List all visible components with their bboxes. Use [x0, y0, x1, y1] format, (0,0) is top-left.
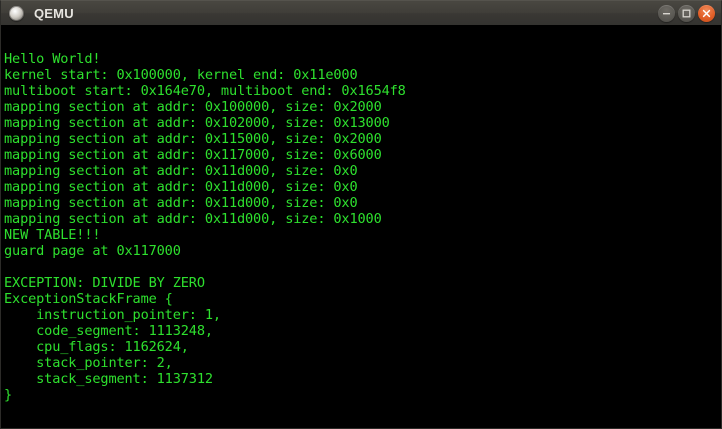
terminal-line: mapping section at addr: 0x11d000, size:… [4, 211, 382, 227]
window-title: QEMU [34, 5, 74, 21]
terminal-line: cpu_flags: 1162624, [4, 339, 189, 355]
terminal-line: NEW TABLE!!! [4, 227, 101, 243]
maximize-button[interactable] [678, 4, 695, 22]
terminal-line: Hello World! [4, 51, 101, 67]
terminal-line: mapping section at addr: 0x11d000, size:… [4, 163, 358, 179]
terminal-line: code_segment: 1113248, [4, 323, 213, 339]
terminal-line: mapping section at addr: 0x117000, size:… [4, 147, 382, 163]
terminal-line: mapping section at addr: 0x102000, size:… [4, 115, 390, 131]
terminal-line: instruction_pointer: 1, [4, 307, 221, 323]
terminal-line: EXCEPTION: DIVIDE BY ZERO [4, 275, 205, 291]
qemu-display-area[interactable]: Hello World! kernel start: 0x100000, kern… [0, 25, 722, 429]
terminal-line: mapping section at addr: 0x100000, size:… [4, 99, 382, 115]
terminal-line: multiboot start: 0x164e70, multiboot end… [4, 83, 406, 99]
terminal-line: stack_segment: 1137312 [4, 371, 213, 387]
terminal-line: mapping section at addr: 0x11d000, size:… [4, 195, 358, 211]
minimize-button[interactable] [658, 4, 675, 22]
close-button[interactable] [698, 4, 715, 22]
window-controls [658, 4, 717, 22]
close-icon [702, 9, 711, 18]
terminal-line: mapping section at addr: 0x11d000, size:… [4, 179, 358, 195]
terminal-line: } [4, 387, 13, 403]
terminal-line: stack_pointer: 2, [4, 355, 173, 371]
maximize-icon [682, 9, 691, 18]
terminal-line [4, 259, 721, 275]
terminal-line: kernel start: 0x100000, kernel end: 0x11… [4, 67, 358, 83]
terminal-line: guard page at 0x117000 [4, 243, 181, 259]
terminal-output[interactable]: Hello World! kernel start: 0x100000, kern… [2, 29, 721, 428]
terminal-line: ExceptionStackFrame { [4, 291, 173, 307]
qemu-circle-icon [9, 5, 24, 21]
terminal-line: mapping section at addr: 0x115000, size:… [4, 131, 382, 147]
window-titlebar[interactable]: QEMU [0, 0, 722, 25]
minimize-icon [662, 9, 671, 18]
